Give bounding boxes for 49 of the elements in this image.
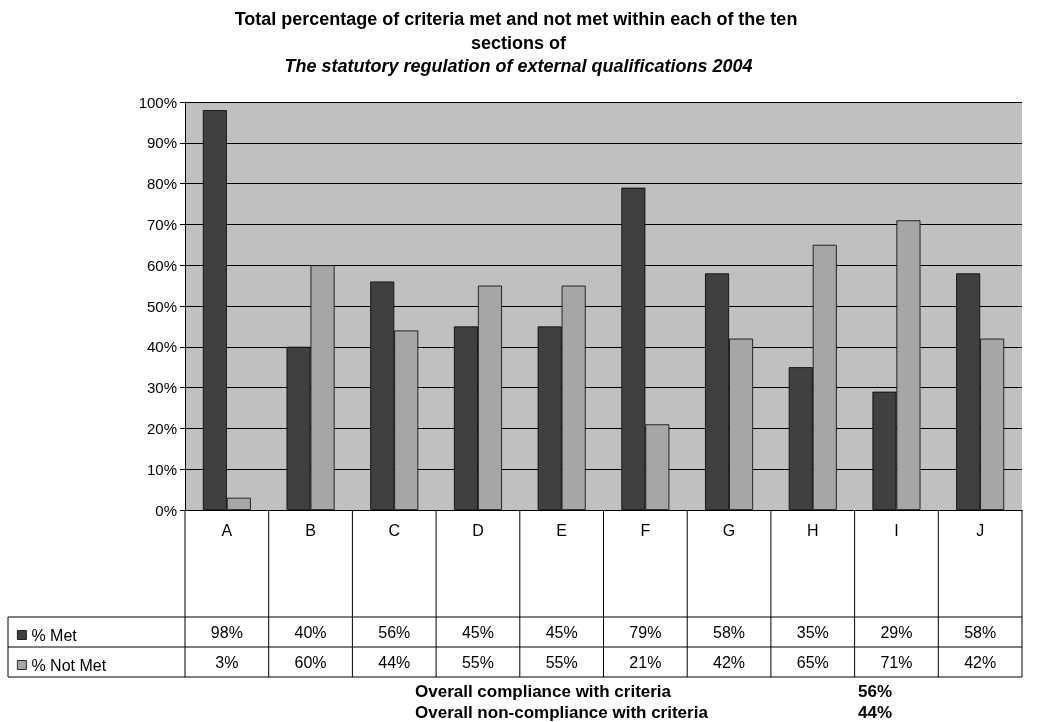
text: Overall non-compliance with criteria xyxy=(415,702,709,722)
data-label: 98% xyxy=(210,623,243,641)
data-label: 55% xyxy=(461,653,494,671)
data-label: 21% xyxy=(629,653,662,671)
y-tick-label: 10% xyxy=(146,460,177,478)
x-tick-label: B xyxy=(305,521,316,539)
y-tick-label: 0% xyxy=(155,501,177,519)
data-label: 44% xyxy=(378,653,411,671)
x-tick-label: D xyxy=(472,521,484,539)
data-label: 45% xyxy=(545,623,578,641)
y-tick-label: 60% xyxy=(146,256,177,274)
data-label: 58% xyxy=(713,623,746,641)
x-tick-label: C xyxy=(388,521,401,539)
y-tick-label: 40% xyxy=(146,338,177,356)
x-tick-label: F xyxy=(640,521,651,539)
data-label: 42% xyxy=(964,653,997,671)
data-label: 45% xyxy=(461,623,494,641)
data-label: 60% xyxy=(294,653,327,671)
text: Overall compliance with criteria xyxy=(415,681,672,701)
data-label: 35% xyxy=(796,623,829,641)
x-tick-label: G xyxy=(722,521,736,539)
x-tick-label: E xyxy=(556,521,567,539)
data-label: 65% xyxy=(796,653,829,671)
text: 44% xyxy=(858,702,893,722)
y-tick-label: 90% xyxy=(146,134,177,152)
y-tick-label: 80% xyxy=(146,175,177,193)
y-tick-label: 100% xyxy=(138,93,177,111)
data-label: 55% xyxy=(545,653,578,671)
x-tick-label: J xyxy=(976,521,985,539)
data-label: 79% xyxy=(629,623,662,641)
data-label: 58% xyxy=(964,623,997,641)
data-label: 29% xyxy=(880,623,913,641)
text: 56% xyxy=(858,681,893,701)
legend-label: % Met xyxy=(31,626,78,644)
x-tick-label: I xyxy=(894,521,899,539)
y-tick-label: 30% xyxy=(146,379,177,397)
y-tick-label: 20% xyxy=(146,419,177,437)
data-label: 40% xyxy=(294,623,327,641)
legend-label: % Not Met xyxy=(31,656,107,674)
data-label: 3% xyxy=(215,653,239,671)
data-label: 71% xyxy=(880,653,913,671)
y-tick-label: 50% xyxy=(146,297,177,315)
y-tick-label: 70% xyxy=(146,215,177,233)
x-tick-label: A xyxy=(221,521,233,539)
data-label: 42% xyxy=(713,653,746,671)
chart-title: Total percentage of criteria met and not met within each of the ten sections of xyxy=(234,9,803,53)
data-label: 56% xyxy=(378,623,411,641)
chart-subtitle: The statutory regulation of external qualifications 2004 xyxy=(284,56,753,76)
x-tick-label: H xyxy=(806,521,819,539)
